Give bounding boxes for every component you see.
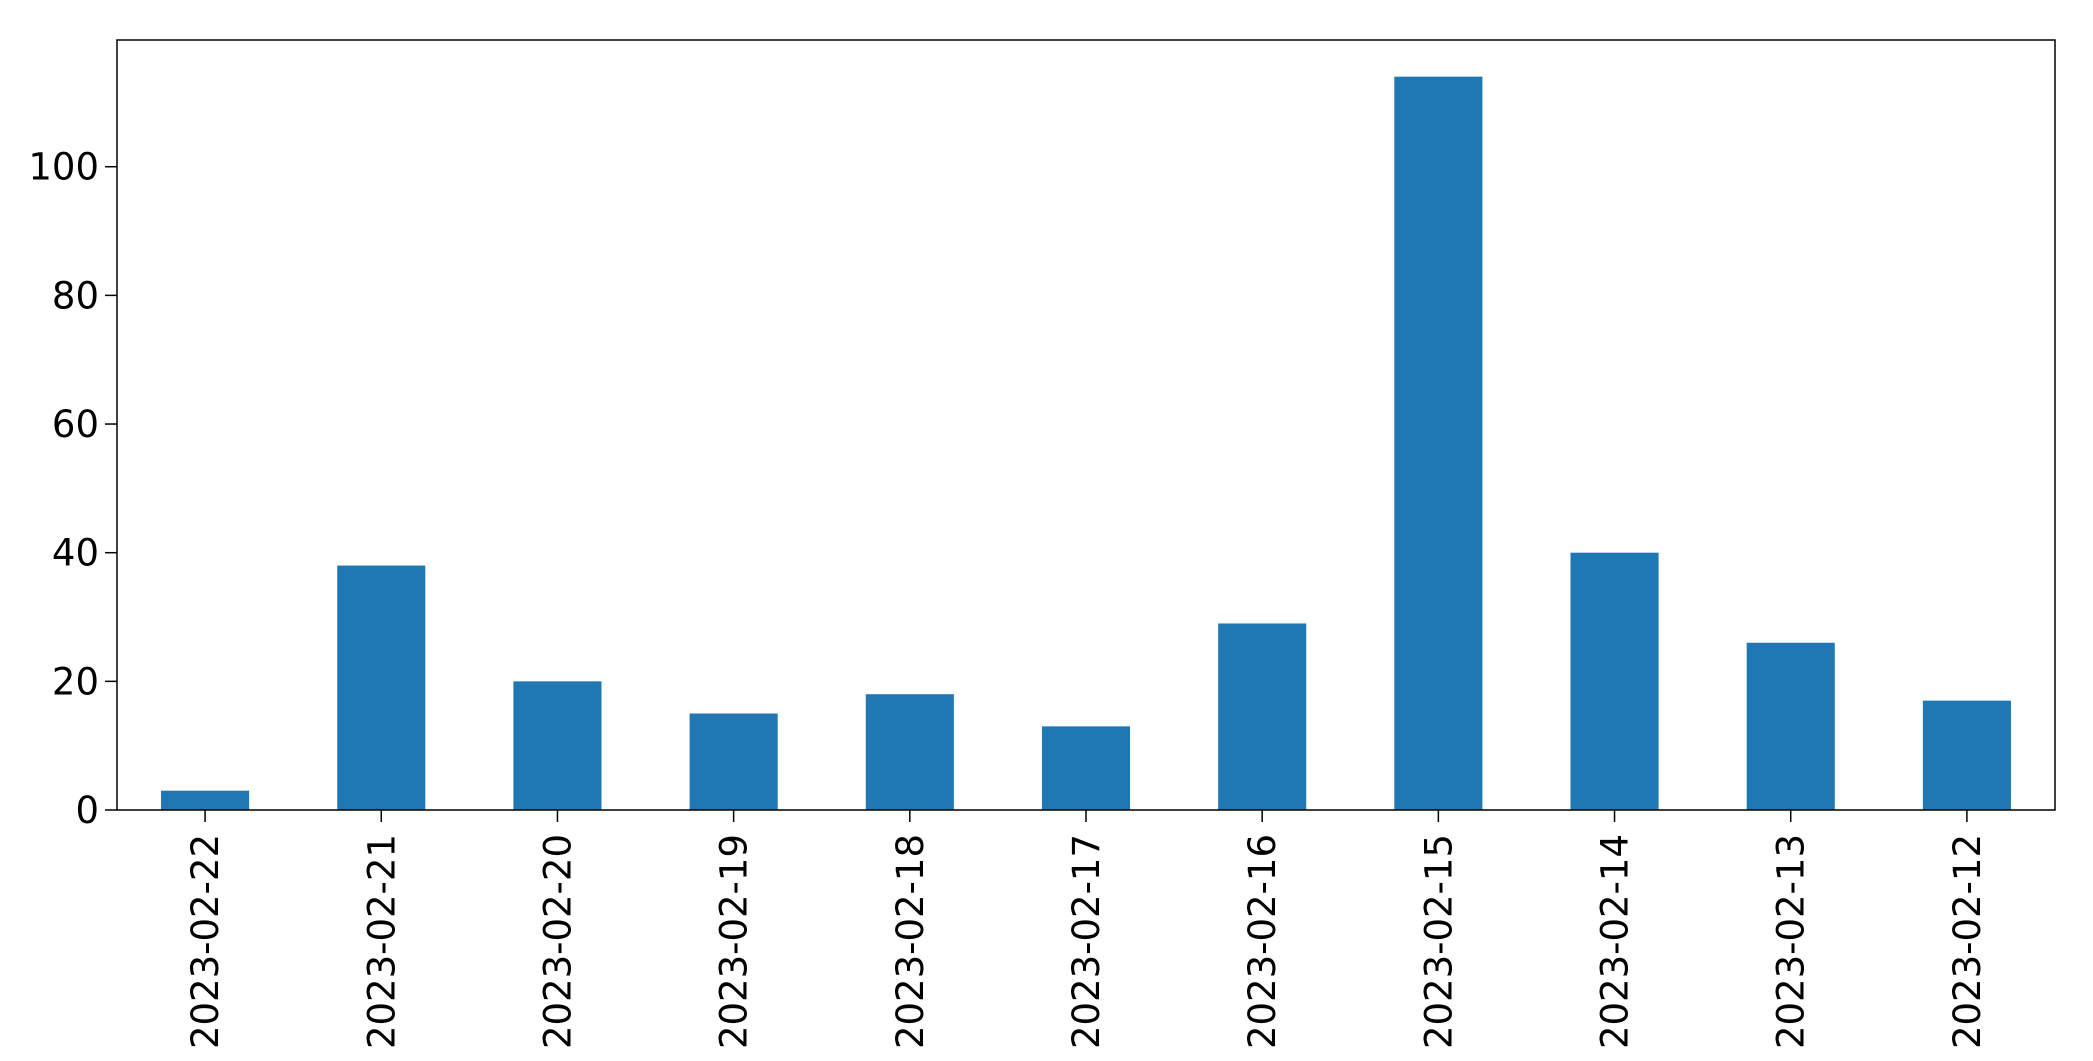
y-tick-label: 0 [75,789,99,832]
bars-layer [161,76,2011,810]
bar-2023-02-19 [689,713,778,810]
x-tick-label: 2023-02-14 [1594,834,1637,1049]
y-tick-label: 60 [52,403,99,446]
x-tick-label: 2023-02-18 [889,834,932,1049]
bar-2023-02-12 [1922,700,2011,810]
x-tick-label: 2023-02-17 [1065,834,1108,1049]
x-tick-label: 2023-02-20 [536,834,579,1049]
bar-2023-02-21 [337,565,426,810]
x-tick-label: 2023-02-16 [1241,834,1284,1049]
x-tick-label: 2023-02-22 [184,834,227,1049]
x-tick-label: 2023-02-19 [713,834,756,1049]
bar-2023-02-13 [1746,642,1835,810]
x-tick-label: 2023-02-21 [360,834,403,1049]
y-tick-label: 40 [52,532,99,575]
bar-2023-02-22 [161,790,250,810]
y-tick-label: 80 [52,274,99,317]
x-tick-label: 2023-02-15 [1417,834,1460,1049]
bar-2023-02-17 [1041,726,1131,810]
bar-2023-02-20 [513,681,602,810]
y-axis: 0 20 40 60 80 100 [28,146,117,832]
x-axis: 2023-02-22 2023-02-21 2023-02-20 2023-02-19… [184,810,1989,1049]
x-tick-label: 2023-02-13 [1770,834,1813,1049]
bar-2023-02-18 [865,694,954,810]
bar-2023-02-15 [1394,76,1483,810]
bar-2023-02-14 [1570,552,1659,810]
y-tick-label: 100 [28,146,99,189]
x-tick-label: 2023-02-12 [1946,834,1989,1049]
bar-2023-02-16 [1218,623,1307,810]
y-tick-label: 20 [52,660,99,703]
